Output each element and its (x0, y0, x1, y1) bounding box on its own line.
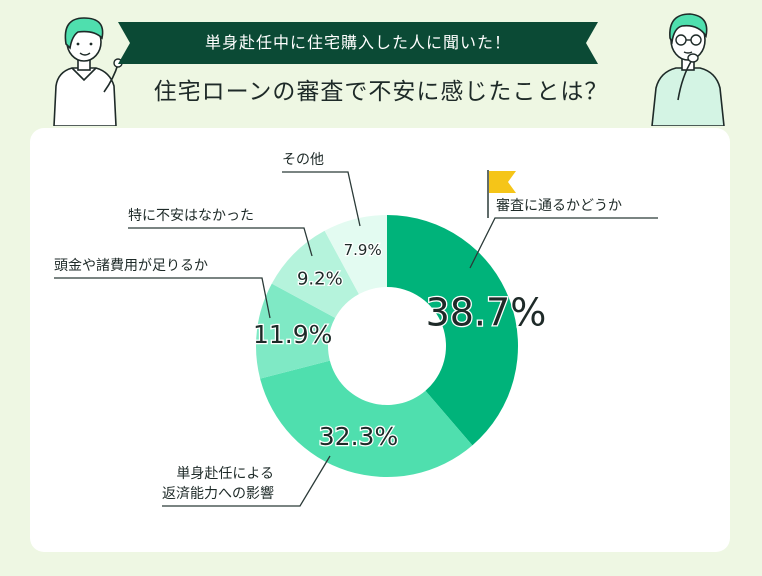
percent-label-1: 38.7% (426, 290, 547, 334)
donut-slice-1 (387, 215, 518, 446)
category-label-line: 単身赴任による (176, 466, 274, 482)
header-banner: 単身赴任中に住宅購入した人に聞いた！ (118, 22, 598, 64)
percent-label-3: 11.9% (253, 320, 332, 349)
page-title: 住宅ローンの審査で不安に感じたことは？ (153, 79, 609, 105)
category-label-line: その他 (282, 152, 324, 168)
leader-line-4 (128, 227, 313, 257)
category-label-1: 審査に通るかどうか (496, 196, 622, 216)
donut-chart: 38.7% 32.3% 11.9% 9.2%7.9% (54, 170, 658, 507)
donut-slice-5 (324, 215, 387, 295)
percent-label-2: 32.3% (319, 422, 398, 451)
percent-label-4: 9.2% (297, 268, 343, 289)
category-label-line: 審査に通るかどうか (496, 198, 622, 214)
banner-text: 単身赴任中に住宅購入した人に聞いた！ (204, 33, 511, 52)
donut-slice-3 (255, 283, 336, 379)
donut-slice-2 (260, 360, 473, 477)
leader-line-1 (469, 217, 658, 269)
category-label-line: 特に不安はなかった (128, 208, 254, 224)
category-label-line: 返済能力への影響 (162, 486, 274, 502)
category-label-4: 特に不安はなかった (128, 206, 254, 226)
leader-line-2 (162, 455, 331, 507)
woman-pointing-icon (53, 17, 123, 126)
leader-line-3 (54, 277, 271, 319)
category-label-5: その他 (282, 150, 324, 170)
flag-icon (487, 170, 516, 218)
chart-card: 38.7% 32.3% 11.9% 9.2% 7.9% 審査に通るかどうか単身赴任による… (30, 128, 730, 552)
category-label-line: 頭金や諸費用が足りるか (54, 258, 208, 274)
leader-line-5 (282, 171, 361, 227)
man-thinking-icon (651, 13, 725, 126)
category-label-3: 頭金や諸費用が足りるか (54, 256, 208, 276)
donut-slice-4 (271, 230, 359, 318)
category-label-2: 単身赴任による返済能力への影響 (162, 464, 274, 504)
percent-label-5: 7.9% (344, 241, 382, 259)
